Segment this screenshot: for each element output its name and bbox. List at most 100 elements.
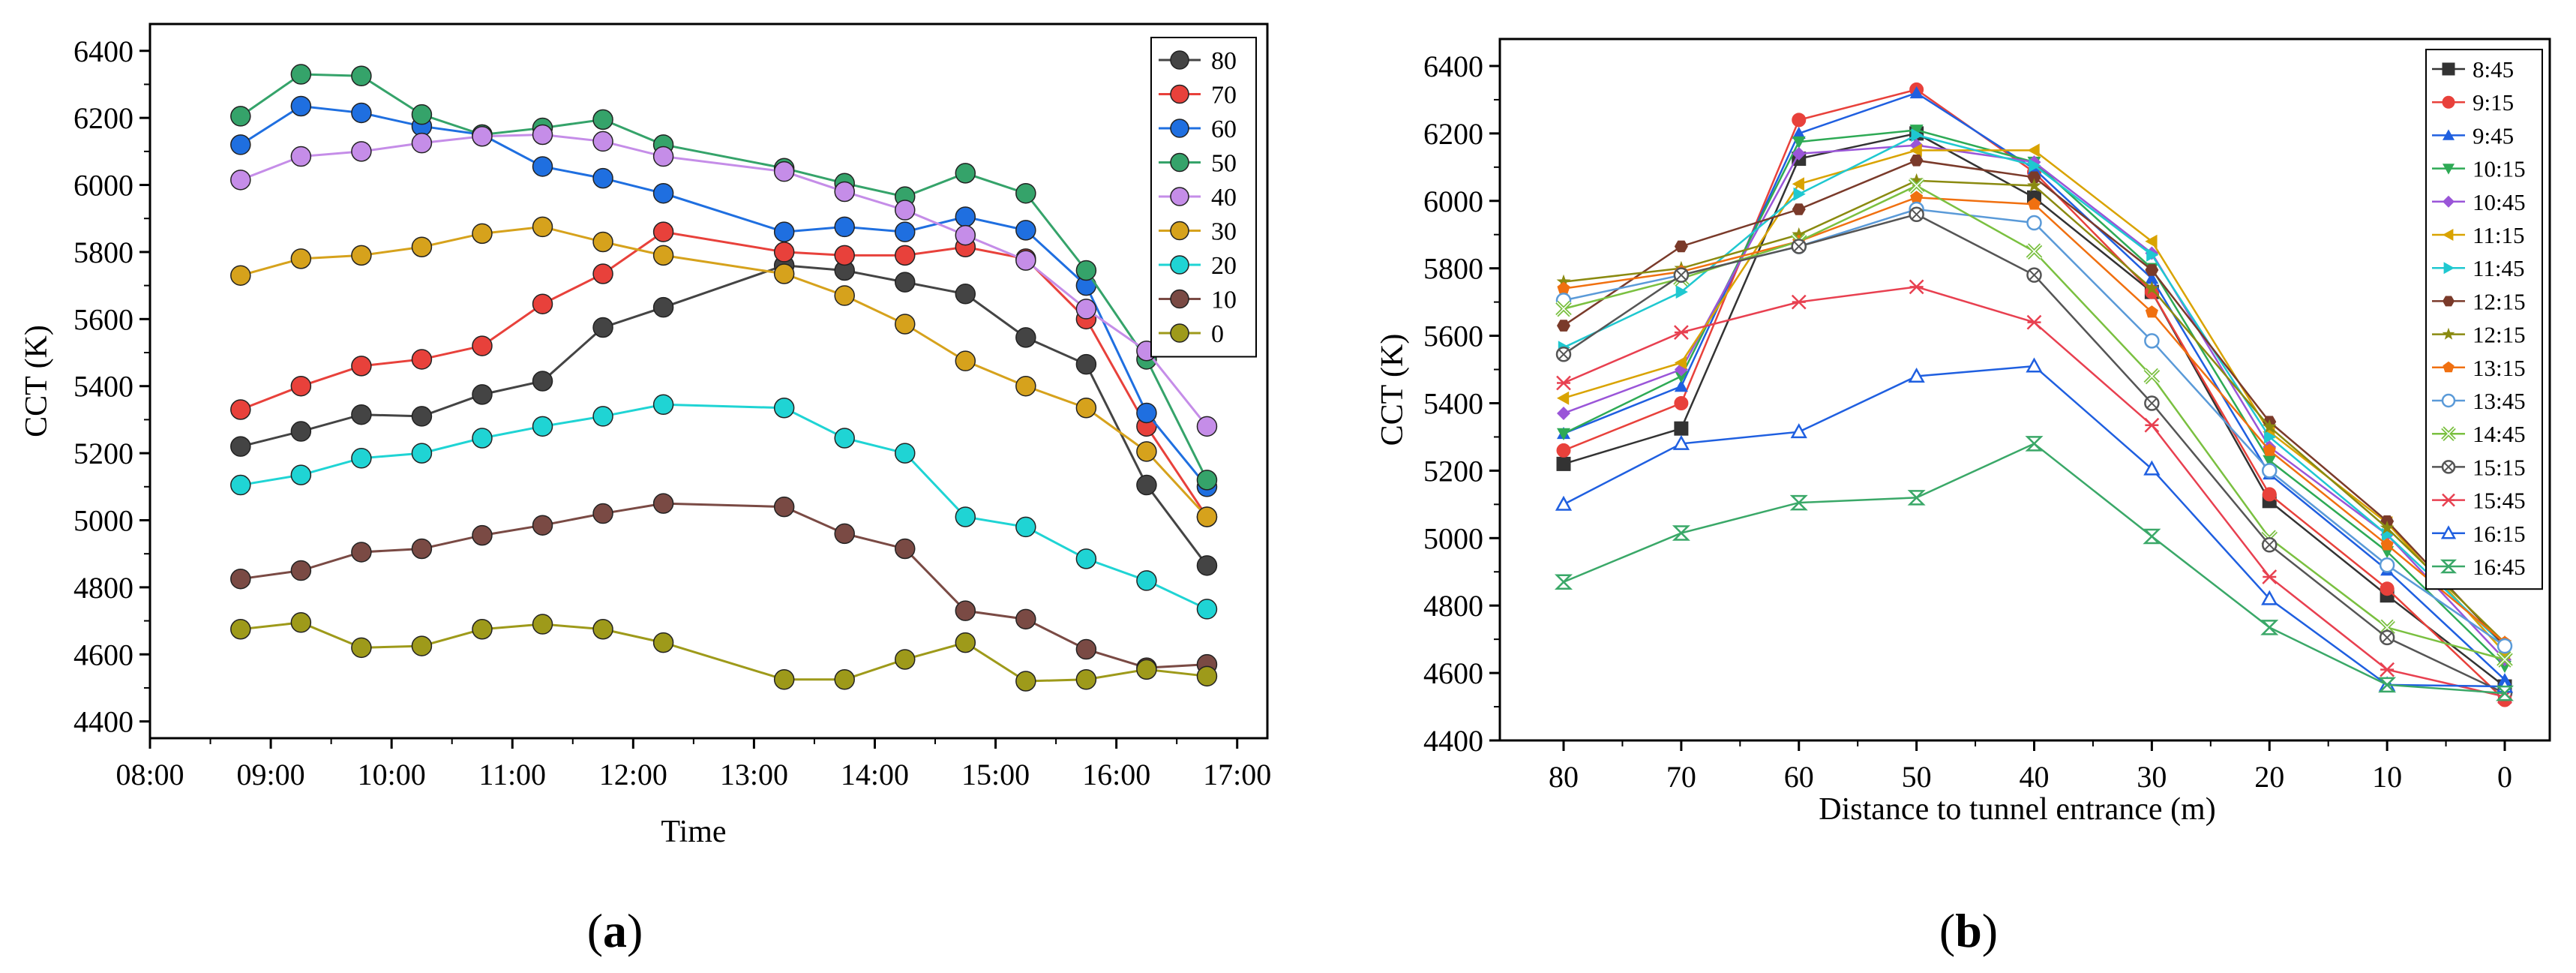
- data-point: [1909, 206, 1924, 222]
- data-point: [1789, 494, 1808, 511]
- panel-b-letter: b: [1955, 904, 1982, 957]
- data-point: [2263, 443, 2276, 456]
- data-point: [1907, 490, 1926, 506]
- data-point: [1792, 136, 1806, 149]
- data-point: [2264, 430, 2277, 444]
- data-point: [773, 161, 795, 182]
- data-point: [472, 125, 493, 147]
- marker-stroke: [1911, 209, 1922, 220]
- legend-marker: [2441, 460, 2456, 474]
- data-point: [773, 398, 795, 419]
- data-point: [2262, 463, 2278, 479]
- data-point: [2026, 314, 2042, 330]
- data-point: [532, 515, 553, 536]
- x-tick-label: 50: [1902, 760, 1932, 794]
- series-line-10: [240, 502, 1207, 669]
- data-point: [1075, 398, 1097, 419]
- data-point: [1015, 516, 1036, 538]
- marker-stroke: [2264, 539, 2275, 551]
- data-point: [290, 64, 312, 85]
- data-point: [1015, 182, 1036, 204]
- data-point: [230, 474, 251, 496]
- data-point: [290, 375, 312, 397]
- legend-label: 9:45: [2473, 122, 2514, 149]
- data-point: [230, 265, 251, 286]
- data-point: [1196, 555, 1218, 576]
- data-point: [895, 649, 916, 670]
- data-point: [2497, 651, 2513, 668]
- legend-label: 11:45: [2473, 255, 2524, 281]
- data-point: [411, 349, 433, 370]
- series-line-30: [240, 225, 1208, 518]
- legend-marker: [2443, 129, 2455, 140]
- data-point: [1909, 86, 1924, 99]
- data-point: [1015, 671, 1036, 692]
- data-point: [1908, 367, 1925, 383]
- panel-a-paren-close: ): [627, 904, 643, 957]
- y-tick-label: 4400: [73, 705, 133, 739]
- data-point: [955, 350, 976, 371]
- panel-a-letter: a: [603, 904, 627, 957]
- data-point: [1196, 599, 1218, 620]
- data-point: [2380, 538, 2394, 551]
- data-point: [2026, 267, 2042, 283]
- y-tick-label: 6400: [73, 35, 133, 68]
- data-point: [411, 132, 433, 154]
- data-point: [1792, 177, 1804, 191]
- marker-stroke: [2146, 398, 2158, 409]
- data-point: [955, 632, 976, 653]
- data-point: [2262, 569, 2278, 584]
- data-point: [895, 245, 916, 266]
- data-point: [2497, 638, 2513, 654]
- data-point: [351, 637, 372, 659]
- legend-label: 11:15: [2473, 222, 2524, 248]
- data-point: [1792, 113, 1807, 128]
- data-point: [1908, 177, 1925, 194]
- x-tick-label: 0: [2497, 760, 2512, 794]
- y-tick-label: 5800: [73, 236, 133, 269]
- x-tick-label: 16:00: [1082, 758, 1150, 791]
- panel-a-label: (a): [587, 904, 643, 957]
- legend-label: 14:45: [2473, 421, 2526, 447]
- legend-marker: [1170, 84, 1189, 104]
- data-point: [2027, 143, 2040, 158]
- series-line-0: [240, 621, 1207, 683]
- data-point: [1015, 327, 1036, 348]
- legend-marker: [2443, 164, 2455, 175]
- legend-label: 15:15: [2473, 454, 2526, 480]
- legend-label: 9:15: [2473, 89, 2514, 116]
- data-point: [1557, 391, 1570, 405]
- data-point: [1075, 548, 1097, 569]
- data-point: [1555, 300, 1572, 317]
- series-line-20: [240, 403, 1208, 611]
- y-tick-label: 4600: [73, 638, 133, 671]
- x-tick-label: 40: [2020, 760, 2050, 794]
- data-point: [2027, 171, 2041, 184]
- data-point: [1909, 143, 1922, 158]
- legend-marker: [2440, 559, 2458, 574]
- data-point: [1015, 220, 1036, 241]
- data-point: [230, 106, 251, 127]
- data-point: [652, 632, 674, 653]
- data-point: [290, 612, 312, 633]
- data-point: [2144, 281, 2159, 295]
- marker-stroke: [2143, 528, 2161, 545]
- legend-label: 10:15: [2473, 156, 2526, 182]
- data-point: [955, 600, 976, 621]
- data-point: [592, 167, 613, 189]
- legend-marker: [2442, 62, 2455, 76]
- legend-label: 10:45: [2473, 189, 2526, 215]
- data-point: [592, 503, 613, 524]
- x-tick-label: 60: [1784, 760, 1814, 794]
- legend-marker: [2441, 393, 2456, 408]
- x-tick-label: 20: [2254, 760, 2284, 794]
- data-point: [532, 124, 553, 146]
- legend-label: 50: [1211, 150, 1237, 178]
- data-point: [351, 141, 372, 162]
- data-point: [1556, 274, 1571, 288]
- y-tick-label: 5000: [73, 503, 133, 537]
- data-point: [773, 496, 795, 518]
- marker-stroke: [2026, 244, 2042, 259]
- data-point: [1136, 441, 1157, 462]
